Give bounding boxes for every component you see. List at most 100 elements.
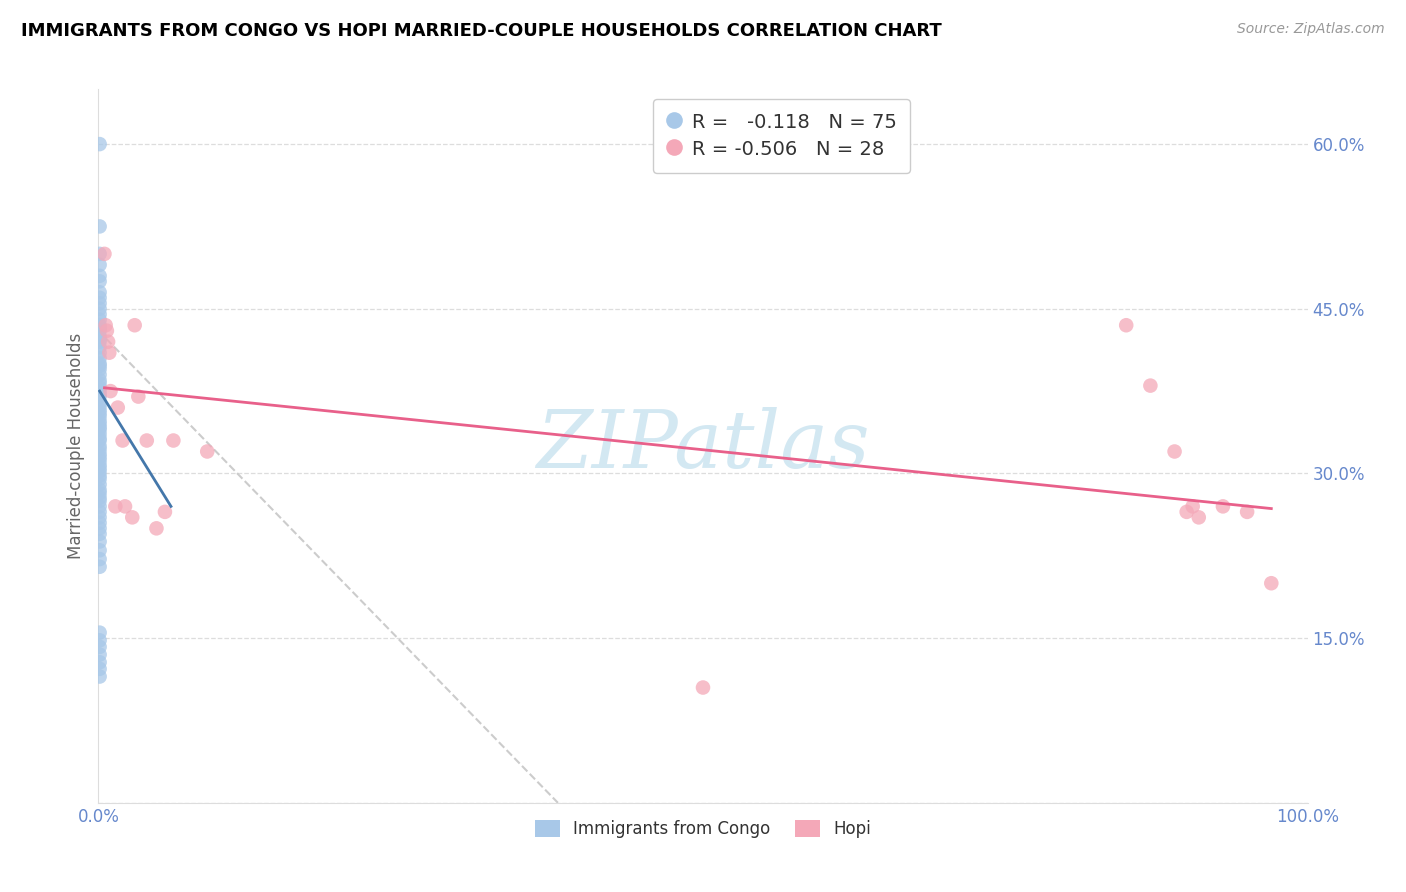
Point bbox=[89, 662, 111, 676]
Point bbox=[89, 362, 111, 376]
Point bbox=[89, 534, 111, 549]
Point bbox=[89, 483, 111, 497]
Point bbox=[89, 442, 111, 457]
Point bbox=[89, 395, 111, 409]
Point bbox=[100, 384, 122, 398]
Point bbox=[89, 307, 111, 321]
Point bbox=[89, 137, 111, 152]
Point bbox=[89, 376, 111, 391]
Point bbox=[89, 351, 111, 366]
Point bbox=[89, 426, 111, 441]
Point bbox=[89, 268, 111, 283]
Point bbox=[89, 409, 111, 424]
Point bbox=[89, 373, 111, 387]
Point bbox=[89, 381, 111, 395]
Point bbox=[89, 640, 111, 654]
Point bbox=[104, 500, 127, 514]
Point bbox=[89, 491, 111, 505]
Point bbox=[89, 461, 111, 475]
Point bbox=[89, 468, 111, 483]
Point bbox=[89, 333, 111, 347]
Point bbox=[89, 552, 111, 566]
Point bbox=[89, 359, 111, 373]
Point bbox=[162, 434, 184, 448]
Point bbox=[89, 384, 111, 398]
Point bbox=[89, 340, 111, 354]
Point bbox=[1212, 500, 1234, 514]
Point bbox=[1139, 378, 1161, 392]
Point bbox=[98, 345, 121, 359]
Point bbox=[692, 681, 714, 695]
Point bbox=[89, 486, 111, 500]
Point bbox=[89, 368, 111, 382]
Point bbox=[89, 258, 111, 272]
Point bbox=[89, 458, 111, 472]
Point bbox=[89, 414, 111, 428]
Point bbox=[89, 296, 111, 310]
Point bbox=[89, 510, 111, 524]
Point bbox=[89, 434, 111, 448]
Text: ZIPatlas: ZIPatlas bbox=[536, 408, 870, 484]
Point bbox=[89, 291, 111, 305]
Point bbox=[89, 494, 111, 508]
Point bbox=[89, 472, 111, 486]
Point bbox=[121, 510, 143, 524]
Point bbox=[89, 423, 111, 437]
Point bbox=[89, 390, 111, 404]
Point bbox=[89, 625, 111, 640]
Point bbox=[89, 312, 111, 326]
Point bbox=[89, 516, 111, 530]
Point bbox=[89, 324, 111, 338]
Point bbox=[89, 398, 111, 412]
Point bbox=[89, 526, 111, 541]
Point bbox=[89, 450, 111, 464]
Y-axis label: Married-couple Households: Married-couple Households bbox=[66, 333, 84, 559]
Point bbox=[89, 655, 111, 669]
Point bbox=[1115, 318, 1137, 333]
Point bbox=[89, 633, 111, 648]
Point bbox=[1236, 505, 1258, 519]
Point bbox=[89, 387, 111, 401]
Point bbox=[1163, 444, 1185, 458]
Point bbox=[89, 648, 111, 662]
Point bbox=[89, 301, 111, 316]
Point bbox=[93, 247, 115, 261]
Point bbox=[89, 318, 111, 333]
Point bbox=[96, 324, 118, 338]
Point bbox=[1260, 576, 1282, 591]
Point bbox=[89, 417, 111, 431]
Point bbox=[89, 247, 111, 261]
Point bbox=[89, 464, 111, 478]
Point bbox=[89, 406, 111, 420]
Text: Source: ZipAtlas.com: Source: ZipAtlas.com bbox=[1237, 22, 1385, 37]
Point bbox=[89, 357, 111, 371]
Point bbox=[195, 444, 218, 458]
Point bbox=[89, 453, 111, 467]
Point bbox=[94, 318, 117, 333]
Point bbox=[114, 500, 136, 514]
Point bbox=[89, 219, 111, 234]
Point bbox=[89, 329, 111, 343]
Point bbox=[89, 447, 111, 461]
Point bbox=[89, 345, 111, 359]
Point bbox=[89, 420, 111, 434]
Point bbox=[97, 334, 120, 349]
Point bbox=[107, 401, 129, 415]
Point bbox=[111, 434, 134, 448]
Point bbox=[89, 274, 111, 288]
Point bbox=[89, 402, 111, 417]
Point bbox=[89, 500, 111, 514]
Point bbox=[1188, 510, 1211, 524]
Point bbox=[89, 477, 111, 491]
Point bbox=[89, 334, 111, 349]
Text: IMMIGRANTS FROM CONGO VS HOPI MARRIED-COUPLE HOUSEHOLDS CORRELATION CHART: IMMIGRANTS FROM CONGO VS HOPI MARRIED-CO… bbox=[21, 22, 942, 40]
Point bbox=[1181, 500, 1204, 514]
Point bbox=[89, 543, 111, 558]
Point bbox=[1175, 505, 1198, 519]
Point bbox=[89, 521, 111, 535]
Legend: Immigrants from Congo, Hopi: Immigrants from Congo, Hopi bbox=[529, 813, 877, 845]
Point bbox=[153, 505, 176, 519]
Point bbox=[89, 431, 111, 445]
Point bbox=[127, 390, 149, 404]
Point bbox=[89, 285, 111, 300]
